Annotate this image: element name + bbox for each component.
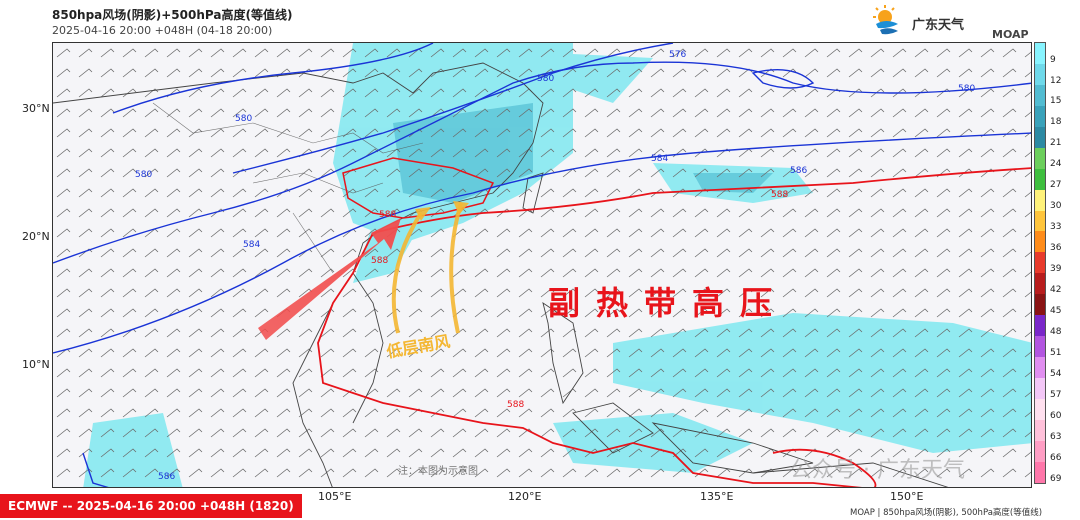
colorbar-swatch xyxy=(1035,461,1045,483)
colorbar-label: 27 xyxy=(1050,180,1062,191)
colorbar-swatch xyxy=(1035,336,1045,358)
contour-label: 588 xyxy=(507,400,524,410)
colorbar-swatch xyxy=(1035,210,1045,232)
contour-label: 588 xyxy=(371,256,388,266)
colorbar-swatch xyxy=(1035,147,1045,169)
contour-label: 586 xyxy=(790,166,807,176)
colorbar-swatch xyxy=(1035,273,1045,295)
lon-label: 120°E xyxy=(508,490,542,503)
colorbar-label: 9 xyxy=(1050,54,1056,65)
subtropical-high-label: 副热带高压 xyxy=(548,284,789,322)
colorbar-label: 33 xyxy=(1050,222,1062,233)
wind-barbs xyxy=(53,43,1031,487)
contour-label: 576 xyxy=(669,50,686,60)
contour-label: 586 xyxy=(158,472,175,482)
lon-label: 150°E xyxy=(890,490,924,503)
contour-label: 588 xyxy=(771,190,788,200)
colorbar-label: 39 xyxy=(1050,264,1062,275)
colorbar-label: 69 xyxy=(1050,473,1062,484)
lon-label: 105°E xyxy=(318,490,352,503)
weather-logo-icon xyxy=(873,5,898,35)
colorbar-swatch xyxy=(1035,231,1045,253)
map-title: 850hpa风场(阴影)+500hPa高度(等值线) xyxy=(52,8,293,22)
colorbar-swatch xyxy=(1035,294,1045,316)
colorbar-swatch xyxy=(1035,168,1045,190)
colorbar-swatch xyxy=(1035,84,1045,106)
map-subtitle: 2025-04-16 20:00 +048H (04-18 20:00) xyxy=(52,24,273,37)
colorbar xyxy=(1034,42,1046,484)
colorbar-label: 63 xyxy=(1050,431,1062,442)
contour-label: 580 xyxy=(958,84,975,94)
weather-map: 576 580 580 580 580 584 584 586 586 588 … xyxy=(52,42,1032,488)
contour-588 xyxy=(317,167,1031,487)
colorbar-label: 42 xyxy=(1050,285,1062,296)
contour-label: 584 xyxy=(651,154,668,164)
watermark: 公众号 · 广东天气 xyxy=(790,458,965,483)
contour-label: 588 xyxy=(379,210,396,220)
footer-credit: MOAP | 850hpa风场(阴影), 500hPa高度(等值线) xyxy=(850,508,1043,518)
contour-label: 584 xyxy=(243,240,260,250)
colorbar-swatch xyxy=(1035,398,1045,420)
colorbar-swatch xyxy=(1035,440,1045,462)
logo xyxy=(868,4,988,38)
contour-label: 580 xyxy=(135,170,152,180)
brand-label: MOAP xyxy=(992,28,1029,41)
colorbar-label: 51 xyxy=(1050,347,1062,358)
colorbar-label: 60 xyxy=(1050,410,1062,421)
flow-arrow-icon xyxy=(258,218,401,340)
coastlines xyxy=(53,62,949,487)
colorbar-label: 57 xyxy=(1050,389,1062,400)
contour-label: 580 xyxy=(235,114,252,124)
colorbar-swatch xyxy=(1035,252,1045,274)
lat-label: 10°N xyxy=(22,358,50,371)
lat-label: 20°N xyxy=(22,230,50,243)
colorbar-label: 24 xyxy=(1050,159,1062,170)
colorbar-label: 12 xyxy=(1050,75,1062,86)
map-canvas: 576 580 580 580 580 584 584 586 586 588 … xyxy=(53,43,1031,487)
colorbar-swatch xyxy=(1035,189,1045,211)
colorbar-label: 21 xyxy=(1050,138,1062,149)
colorbar-swatch xyxy=(1035,419,1045,441)
logo-text: 广东天气 xyxy=(912,18,965,33)
colorbar-label: 66 xyxy=(1050,452,1062,463)
lat-label: 30°N xyxy=(22,102,50,115)
colorbar-label: 54 xyxy=(1050,368,1062,379)
colorbar-label: 45 xyxy=(1050,306,1062,316)
colorbar-label: 48 xyxy=(1050,326,1062,337)
colorbar-label: 30 xyxy=(1050,201,1062,212)
colorbar-label: 15 xyxy=(1050,96,1062,107)
colorbar-label: 36 xyxy=(1050,243,1062,254)
contour-label: 580 xyxy=(537,74,554,84)
schematic-note: 注：本图为示意图 xyxy=(398,466,478,477)
colorbar-swatch xyxy=(1035,43,1045,64)
model-badge: ECMWF -- 2025-04-16 20:00 +048H (1820) xyxy=(0,494,302,518)
height-contours xyxy=(53,43,1031,487)
colorbar-swatch xyxy=(1035,105,1045,127)
colorbar-swatch xyxy=(1035,357,1045,378)
header: 850hpa风场(阴影)+500hPa高度(等值线) 2025-04-16 20… xyxy=(0,0,1080,42)
lon-label: 135°E xyxy=(700,490,734,503)
colorbar-swatch xyxy=(1035,378,1045,399)
south-wind-arrows xyxy=(391,202,463,334)
colorbar-swatch xyxy=(1035,126,1045,148)
colorbar-swatch xyxy=(1035,315,1045,337)
colorbar-swatch xyxy=(1035,63,1045,85)
colorbar-label: 18 xyxy=(1050,117,1062,128)
